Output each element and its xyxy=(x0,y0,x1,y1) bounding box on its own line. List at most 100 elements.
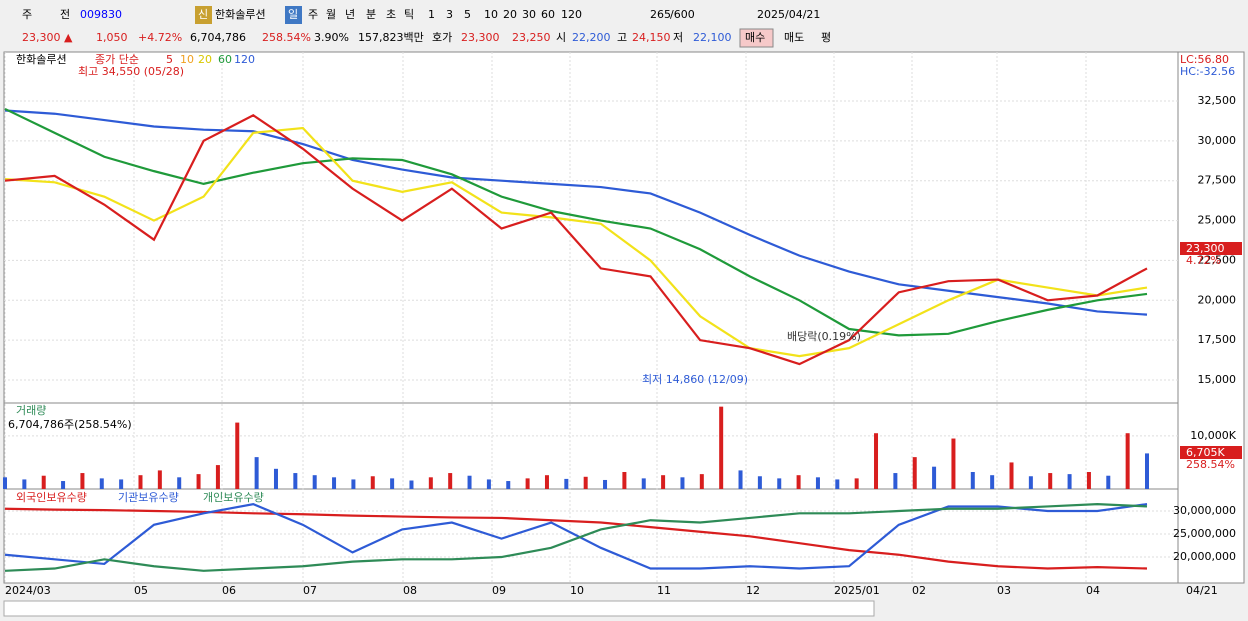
toolbar-item[interactable]: 전 xyxy=(60,8,70,21)
info-item[interactable]: 평 xyxy=(821,31,831,44)
volume-bar xyxy=(486,479,491,489)
x-tick-label: 06 xyxy=(222,584,236,597)
volume-bar xyxy=(506,481,511,489)
toolbar-item[interactable]: 10 xyxy=(484,8,498,21)
toolbar-item[interactable]: 분 xyxy=(366,8,376,21)
volume-summary: 6,704,786주(258.54%) xyxy=(8,418,132,431)
toolbar-item[interactable]: 1 xyxy=(428,8,435,21)
volume-bar xyxy=(196,474,201,489)
x-tick-label: 07 xyxy=(303,584,317,597)
toolbar-item[interactable]: 주 xyxy=(22,8,32,21)
toolbar-item[interactable]: 60 xyxy=(541,8,555,21)
toolbar-item[interactable]: 한화솔루션 xyxy=(215,8,266,21)
toolbar-item[interactable]: 265 xyxy=(650,8,671,21)
toolbar-item[interactable]: 년 xyxy=(345,8,355,21)
volume-bar xyxy=(641,478,646,489)
toolbar-item[interactable]: 120 xyxy=(561,8,582,21)
x-tick-label: 05 xyxy=(134,584,148,597)
info-item: 23,300 ▲ xyxy=(22,31,73,44)
x-end-label: 04/21 xyxy=(1186,584,1218,597)
y-tick-label: 22,500 xyxy=(1198,253,1237,266)
info-item: 23,300 xyxy=(461,31,500,44)
volume-bar xyxy=(757,476,762,489)
annotation: 배당락(0.19%) xyxy=(787,330,861,343)
y-tick-label: 15,000 xyxy=(1198,373,1237,386)
volume-bar xyxy=(835,479,840,489)
y-tick-label: 10,000K xyxy=(1190,429,1236,442)
toolbar-item[interactable]: 일 xyxy=(288,7,298,21)
buy-button[interactable] xyxy=(739,28,774,48)
volume-bar xyxy=(409,480,414,489)
info-item[interactable]: 매수 xyxy=(745,31,765,44)
series-line xyxy=(4,114,1148,366)
y-tick-label: 20,000,000 xyxy=(1173,550,1236,563)
volume-bar xyxy=(254,457,259,489)
volume-bar xyxy=(448,473,453,489)
right-axis xyxy=(1177,51,1245,584)
toolbar-item[interactable]: 신 xyxy=(198,8,208,21)
legend-entry: 5 xyxy=(166,53,173,66)
series-line xyxy=(4,503,1148,572)
x-tick-label: 10 xyxy=(570,584,584,597)
volume-bar xyxy=(622,472,627,489)
volume-bar xyxy=(273,468,278,489)
info-item: 24,150 xyxy=(632,31,671,44)
annotation: 최고 34,550 (05/28) xyxy=(78,65,184,78)
volume-bar xyxy=(1125,433,1130,489)
toolbar-item[interactable]: 월 xyxy=(326,8,336,21)
x-tick-label: 09 xyxy=(492,584,506,597)
volume-last-box xyxy=(1180,446,1242,459)
annotation: 최저 14,860 (12/09) xyxy=(642,373,748,386)
info-item: 3.90% xyxy=(314,31,349,44)
legend-entry: 기관보유수량 xyxy=(118,491,179,504)
toolbar-item[interactable]: 주 xyxy=(308,8,318,21)
legend-entry: 개인보유수량 xyxy=(203,491,264,504)
toolbar-item[interactable]: 20 xyxy=(503,8,517,21)
info-item: 23,250 xyxy=(512,31,551,44)
volume-bar xyxy=(22,479,27,489)
y-tick-label: 20,000 xyxy=(1198,293,1237,306)
toolbar-item[interactable]: 5 xyxy=(464,8,471,21)
toolbar-button-bg xyxy=(195,6,212,24)
volume-bar xyxy=(41,475,46,489)
last-price-box xyxy=(1180,242,1242,255)
volume-bar xyxy=(1106,475,1111,489)
info-item[interactable]: 매도 xyxy=(784,31,804,44)
toolbar-item[interactable]: 초 xyxy=(386,8,396,21)
volume-bar xyxy=(138,475,143,489)
volume-bar xyxy=(351,479,356,489)
legend-entry: 60 xyxy=(218,53,232,66)
toolbar-item[interactable]: 3 xyxy=(446,8,453,21)
volume-bar xyxy=(119,479,124,489)
toolbar-item[interactable]: /600 xyxy=(670,8,695,21)
legend-entry: 10 xyxy=(180,53,194,66)
toolbar-item[interactable]: 30 xyxy=(522,8,536,21)
y-tick-label: 17,500 xyxy=(1198,333,1237,346)
scrollbar[interactable] xyxy=(3,600,875,617)
info-item: 저 xyxy=(673,31,683,44)
toolbar-item[interactable]: 009830 xyxy=(80,8,122,21)
volume-bar xyxy=(235,422,240,489)
x-tick-label: 04 xyxy=(1086,584,1100,597)
right-label: 258.54% xyxy=(1186,458,1235,471)
volume-bar xyxy=(177,477,182,489)
volume-bar xyxy=(370,476,375,489)
series-line xyxy=(4,126,1148,358)
x-tick-label: 12 xyxy=(746,584,760,597)
x-tick-label: 2024/03 xyxy=(5,584,51,597)
volume-bar xyxy=(61,481,66,489)
toolbar-item[interactable]: 틱 xyxy=(404,8,414,21)
volume-bar xyxy=(564,478,569,489)
volume-bar xyxy=(293,473,298,489)
volume-bar xyxy=(680,477,685,489)
info-item: 157,823백만 xyxy=(358,31,424,44)
volume-bar xyxy=(777,478,782,489)
toolbar-item[interactable]: 2025/04/21 xyxy=(757,8,820,21)
volume-bar xyxy=(1145,453,1149,489)
legend-entry: 외국인보유수량 xyxy=(16,491,87,504)
info-item: 시 xyxy=(556,31,566,44)
volume-bar xyxy=(738,470,743,489)
y-tick-label: 25,000 xyxy=(1198,214,1237,227)
volume-bar xyxy=(990,475,995,489)
y-tick-label: 30,000,000 xyxy=(1173,504,1236,517)
